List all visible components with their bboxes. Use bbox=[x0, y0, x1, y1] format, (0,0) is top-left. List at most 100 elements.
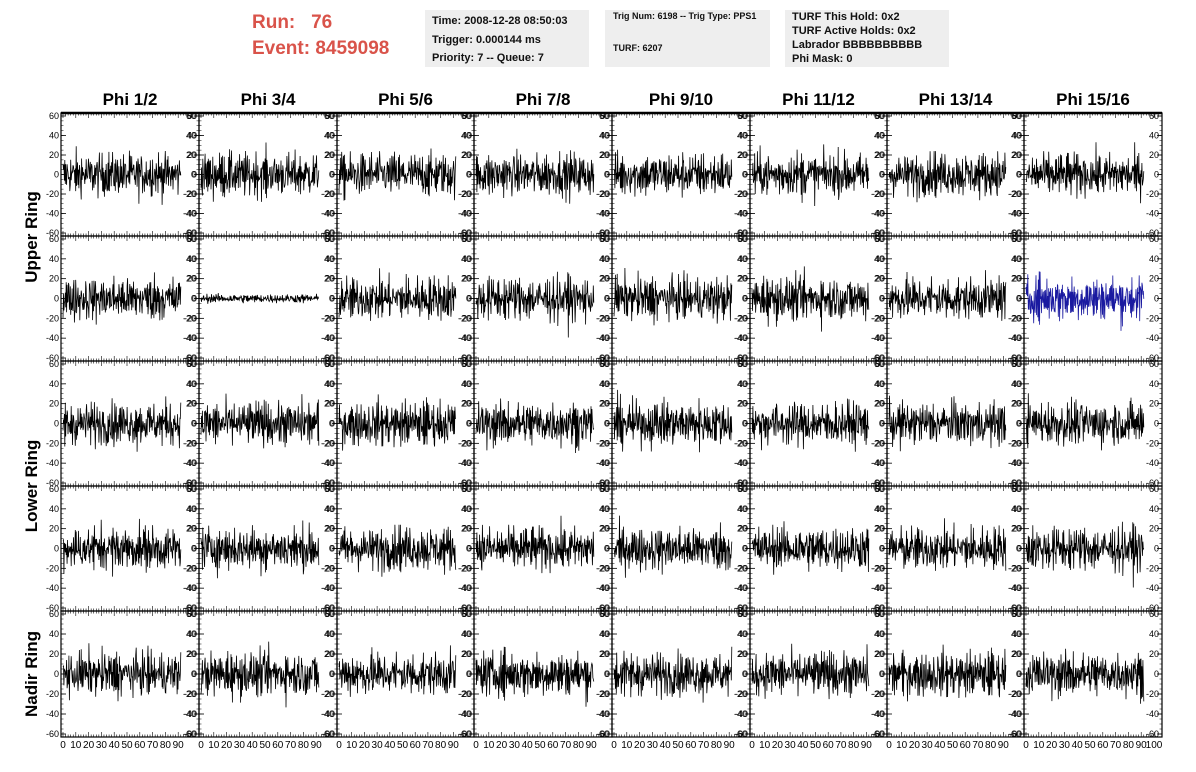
run-label: Run: bbox=[252, 12, 296, 33]
y-tick-label: 20 bbox=[325, 399, 335, 409]
y-tick-label: 0 bbox=[191, 294, 196, 304]
y-tick-label: 40 bbox=[875, 379, 885, 389]
turf-line: TURF: 6207 bbox=[613, 43, 663, 53]
y-tick-label: 60 bbox=[49, 359, 59, 369]
y-tick-label: -60 bbox=[322, 603, 335, 613]
y-tick-label: 20 bbox=[874, 399, 884, 409]
y-tick-label: 0 bbox=[330, 544, 335, 554]
waveform-trace bbox=[475, 398, 595, 454]
y-tick-label: 40 bbox=[737, 131, 747, 141]
waveform-trace bbox=[475, 148, 595, 204]
y-tick-label: -20 bbox=[596, 563, 609, 573]
waveform-trace bbox=[751, 144, 870, 207]
y-tick-label: -40 bbox=[459, 458, 472, 468]
y-tick-label: -60 bbox=[459, 353, 472, 363]
y-tick-label: -40 bbox=[734, 333, 747, 343]
y-tick-label: 20 bbox=[599, 399, 609, 409]
y-tick-label: 20 bbox=[1011, 399, 1021, 409]
y-tick-label: 60 bbox=[187, 234, 197, 244]
y-tick-label: 0 bbox=[466, 544, 471, 554]
y-tick-label: 60 bbox=[1012, 359, 1022, 369]
y-tick-label: -40 bbox=[183, 458, 196, 468]
y-tick-label: 20 bbox=[49, 150, 59, 160]
turf-active-line: TURF Active Holds: 0x2 bbox=[792, 25, 916, 37]
y-tick-label: 40 bbox=[186, 379, 196, 389]
y-tick-label: 40 bbox=[186, 131, 196, 141]
y-tick-label: 40 bbox=[187, 379, 197, 389]
y-tick-label: 40 bbox=[1149, 379, 1159, 389]
event-label: Event: bbox=[252, 38, 311, 59]
y-tick-label: 40 bbox=[738, 379, 748, 389]
y-tick-label: -20 bbox=[183, 313, 196, 323]
event-value: 8459098 bbox=[315, 38, 390, 59]
y-tick-label: 20 bbox=[462, 150, 472, 160]
y-tick-label: 0 bbox=[742, 170, 747, 180]
y-tick-label: -40 bbox=[458, 583, 471, 593]
y-tick-label: 40 bbox=[325, 254, 335, 264]
y-tick-label: 40 bbox=[738, 254, 748, 264]
y-tick-label: -20 bbox=[596, 189, 609, 199]
phi-mask-line: Phi Mask: 0 bbox=[792, 53, 853, 65]
y-tick-label: 0 bbox=[329, 170, 334, 180]
y-tick-label: 0 bbox=[604, 544, 609, 554]
y-tick-label: 20 bbox=[599, 524, 609, 534]
y-tick-label: -40 bbox=[184, 458, 197, 468]
y-tick-label: 20 bbox=[186, 274, 196, 284]
y-tick-label: -40 bbox=[184, 333, 197, 343]
y-tick-label: -40 bbox=[734, 209, 747, 219]
y-tick-label: 40 bbox=[737, 254, 747, 264]
y-tick-label: -20 bbox=[321, 189, 334, 199]
y-tick-label: 20 bbox=[461, 399, 471, 409]
y-tick-label: -20 bbox=[735, 313, 748, 323]
y-tick-label: 60 bbox=[738, 359, 748, 369]
y-tick-label: 40 bbox=[49, 254, 59, 264]
y-tick-label: -60 bbox=[1009, 228, 1022, 238]
y-tick-label: 20 bbox=[462, 524, 472, 534]
y-tick-label: -20 bbox=[322, 313, 335, 323]
y-tick-label: -40 bbox=[596, 333, 609, 343]
column-title: Phi 5/6 bbox=[378, 90, 433, 109]
y-tick-label: 20 bbox=[874, 274, 884, 284]
y-tick-label: -60 bbox=[458, 478, 471, 488]
y-tick-label: 0 bbox=[54, 419, 59, 429]
y-tick-label: 60 bbox=[462, 359, 472, 369]
y-tick-label: 60 bbox=[875, 234, 885, 244]
y-tick-label: 40 bbox=[875, 254, 885, 264]
run-event-box: Run: 76 Event: 8459098 bbox=[252, 10, 417, 66]
y-tick-label: -60 bbox=[597, 478, 610, 488]
waveform-trace bbox=[888, 151, 1007, 203]
y-tick-label: 60 bbox=[600, 234, 610, 244]
y-tick-label: -60 bbox=[183, 353, 196, 363]
y-tick-label: -40 bbox=[871, 458, 884, 468]
y-tick-label: -40 bbox=[735, 458, 748, 468]
y-tick-label: -60 bbox=[458, 228, 471, 238]
row-label: Upper Ring bbox=[22, 191, 41, 283]
y-tick-label: 20 bbox=[1011, 274, 1021, 284]
y-tick-label: -20 bbox=[735, 438, 748, 448]
y-tick-label: -20 bbox=[184, 563, 197, 573]
y-tick-label: 40 bbox=[874, 379, 884, 389]
y-tick-label: -60 bbox=[459, 478, 472, 488]
y-tick-label: -60 bbox=[46, 478, 59, 488]
y-tick-label: 40 bbox=[599, 379, 609, 389]
y-tick-label: -60 bbox=[1146, 353, 1159, 363]
y-tick-label: 40 bbox=[462, 504, 472, 514]
waveform-trace bbox=[888, 270, 1007, 321]
y-tick-label: -60 bbox=[459, 228, 472, 238]
y-tick-label: -20 bbox=[871, 313, 884, 323]
y-tick-label: 20 bbox=[738, 274, 748, 284]
y-tick-label: -20 bbox=[46, 189, 59, 199]
y-tick-label: 40 bbox=[187, 254, 197, 264]
y-tick-label: 40 bbox=[600, 379, 610, 389]
y-tick-label: -40 bbox=[183, 583, 196, 593]
y-tick-label: -60 bbox=[46, 603, 59, 613]
waveform-trace bbox=[613, 267, 733, 326]
y-tick-label: -40 bbox=[872, 333, 885, 343]
y-tick-label: 0 bbox=[1016, 419, 1021, 429]
y-tick-label: -60 bbox=[872, 478, 885, 488]
highlighted-waveform-trace bbox=[1025, 271, 1145, 331]
time-line: Time: 2008-12-28 08:50:03 bbox=[432, 15, 568, 27]
y-tick-label: -20 bbox=[1008, 438, 1021, 448]
y-tick-label: 60 bbox=[1012, 234, 1022, 244]
y-tick-label: -20 bbox=[459, 313, 472, 323]
